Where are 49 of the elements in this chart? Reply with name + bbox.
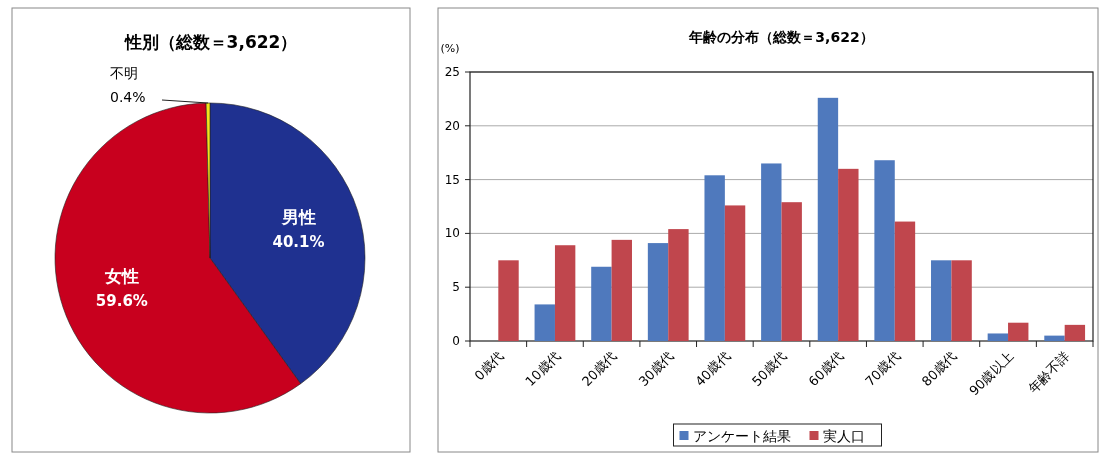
- data-label: 59.6%: [95, 291, 148, 310]
- x-tick-label: 0歳代: [471, 348, 507, 384]
- x-tick-label: 50歳代: [748, 348, 790, 390]
- x-tick-label: 20歳代: [579, 348, 620, 390]
- bar: [498, 260, 519, 341]
- x-tick-label: 年齢不詳: [1025, 348, 1073, 396]
- bar: [724, 205, 746, 341]
- bar: [534, 304, 555, 341]
- chart-title: 性別（総数＝3,622）: [123, 32, 298, 52]
- y-tick-label: 25: [444, 65, 460, 79]
- bar: [894, 221, 916, 341]
- legend-label: 実人口: [822, 428, 865, 444]
- bar: [1008, 322, 1029, 341]
- legend-label: アンケート結果: [692, 428, 791, 444]
- x-tick-label: 60歳代: [805, 348, 847, 390]
- slice-label: 女性: [103, 265, 139, 286]
- slice-label: 不明: [110, 65, 138, 81]
- y-axis-title: (%): [440, 42, 460, 55]
- y-tick-label: 20: [444, 118, 460, 133]
- x-tick-label: 70歳代: [862, 348, 903, 390]
- x-tick-label: 30歳代: [635, 348, 677, 390]
- bar: [781, 202, 802, 341]
- bar: [838, 168, 859, 341]
- y-tick-label: 15: [444, 172, 460, 187]
- bar: [611, 239, 632, 341]
- slice-label: 男性: [280, 207, 316, 228]
- bar: [817, 97, 839, 341]
- bar: [704, 175, 725, 341]
- x-tick-label: 90歳以上: [966, 348, 1017, 399]
- bar: [1064, 324, 1086, 341]
- data-label: 0.4%: [110, 89, 146, 105]
- bar: [647, 243, 669, 341]
- data-label: 40.1%: [272, 233, 325, 252]
- bar: [668, 229, 689, 341]
- bar: [761, 163, 782, 341]
- x-tick-label: 10歳代: [522, 348, 564, 390]
- y-tick-label: 5: [452, 280, 460, 295]
- y-tick-label: 10: [444, 226, 460, 241]
- x-tick-label: 40歳代: [692, 348, 733, 390]
- y-tick-label: 0: [452, 334, 460, 348]
- x-tick-label: 80歳代: [918, 348, 960, 390]
- bar: [931, 260, 952, 341]
- bar: [951, 260, 972, 341]
- bar: [987, 333, 1009, 341]
- bar: [874, 160, 895, 341]
- bar: [591, 266, 612, 341]
- chart-title: 年齢の分布（総数＝3,622）: [688, 29, 874, 45]
- bar: [554, 245, 576, 341]
- bar: [1044, 335, 1065, 341]
